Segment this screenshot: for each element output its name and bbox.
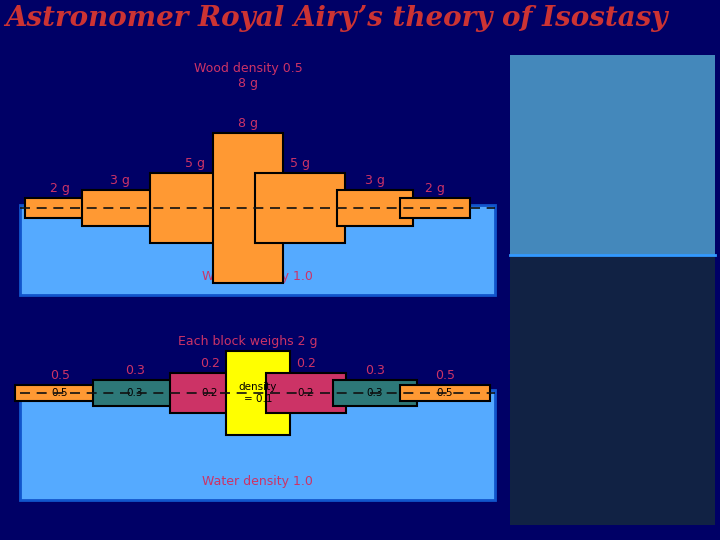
Bar bbox=[226, 351, 290, 435]
Text: Water density 1.0: Water density 1.0 bbox=[202, 270, 313, 283]
Bar bbox=[213, 133, 283, 283]
Text: Wood density 0.5: Wood density 0.5 bbox=[194, 62, 302, 75]
Text: 0.5: 0.5 bbox=[50, 369, 70, 382]
Text: 0.5: 0.5 bbox=[437, 388, 454, 398]
Text: 0.5: 0.5 bbox=[435, 369, 455, 382]
Text: Astronomer Royal Airy’s theory of Isostasy: Astronomer Royal Airy’s theory of Isosta… bbox=[5, 5, 667, 32]
Bar bbox=[25, 198, 95, 218]
Text: 0.2: 0.2 bbox=[202, 388, 218, 398]
Text: 3 g: 3 g bbox=[110, 174, 130, 187]
Bar bbox=[150, 173, 240, 243]
Text: 8 g: 8 g bbox=[238, 77, 258, 90]
Text: 0.3: 0.3 bbox=[127, 388, 143, 398]
Text: 0.2: 0.2 bbox=[296, 357, 316, 370]
Bar bbox=[337, 190, 413, 226]
Bar bbox=[20, 390, 495, 500]
Bar bbox=[333, 380, 417, 406]
Bar bbox=[15, 385, 105, 401]
Text: 0.3: 0.3 bbox=[125, 364, 145, 377]
Text: 3 g: 3 g bbox=[365, 174, 385, 187]
Text: Water density 1.0: Water density 1.0 bbox=[202, 475, 313, 488]
Bar bbox=[93, 380, 177, 406]
Bar bbox=[82, 190, 158, 226]
Text: 0.5: 0.5 bbox=[52, 388, 68, 398]
Text: 5 g: 5 g bbox=[290, 157, 310, 170]
Bar bbox=[510, 55, 715, 525]
Bar bbox=[20, 205, 495, 295]
Bar bbox=[400, 385, 490, 401]
Text: 0.3: 0.3 bbox=[366, 388, 383, 398]
Text: Each block weighs 2 g: Each block weighs 2 g bbox=[179, 335, 318, 348]
Text: 0.2: 0.2 bbox=[200, 357, 220, 370]
Text: 2 g: 2 g bbox=[50, 182, 70, 195]
Bar bbox=[510, 255, 715, 525]
Text: density
= 0.1: density = 0.1 bbox=[239, 382, 277, 404]
Bar bbox=[266, 373, 346, 413]
Bar bbox=[170, 373, 250, 413]
Text: 5 g: 5 g bbox=[185, 157, 205, 170]
Text: 8 g: 8 g bbox=[238, 117, 258, 130]
Text: 0.2: 0.2 bbox=[298, 388, 314, 398]
Text: 0.3: 0.3 bbox=[365, 364, 385, 377]
Bar bbox=[400, 198, 470, 218]
Bar bbox=[255, 173, 345, 243]
Text: 2 g: 2 g bbox=[425, 182, 445, 195]
Bar bbox=[510, 55, 715, 255]
